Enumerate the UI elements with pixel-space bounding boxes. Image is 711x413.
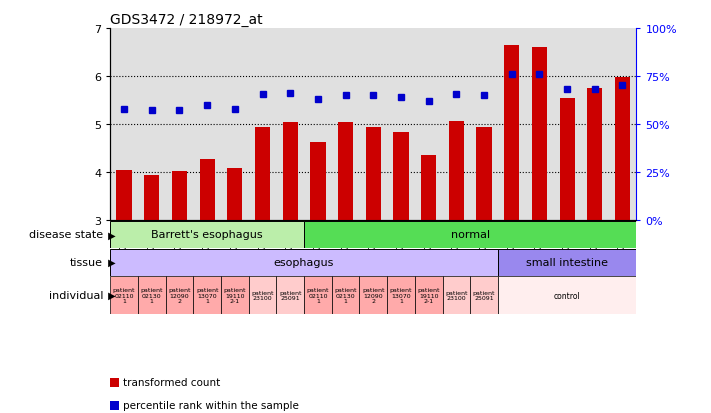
Text: patient
19110
2-1: patient 19110 2-1 (223, 287, 246, 303)
Text: patient
12090
2: patient 12090 2 (362, 287, 385, 303)
Bar (587, 89, 602, 221)
Bar (110, 221, 304, 248)
Bar (442, 277, 470, 314)
Text: esophagus: esophagus (274, 257, 334, 268)
Bar (166, 277, 193, 314)
Bar (221, 277, 249, 314)
Bar (365, 128, 381, 221)
Text: tissue: tissue (70, 257, 103, 268)
Bar (560, 98, 574, 221)
Bar (615, 78, 630, 221)
Bar (421, 156, 437, 221)
Bar (282, 122, 298, 221)
Bar (415, 277, 442, 314)
Text: patient
19110
2-1: patient 19110 2-1 (417, 287, 440, 303)
Text: small intestine: small intestine (526, 257, 608, 268)
Bar (138, 277, 166, 314)
Text: patient
13070
1: patient 13070 1 (196, 287, 218, 303)
Bar (332, 277, 360, 314)
Text: ▶: ▶ (105, 290, 115, 300)
Text: patient
02110
1: patient 02110 1 (113, 287, 135, 303)
Bar (498, 277, 636, 314)
Text: patient
12090
2: patient 12090 2 (169, 287, 191, 303)
Text: patient
25091: patient 25091 (473, 290, 496, 301)
Bar (249, 277, 277, 314)
Text: disease state: disease state (29, 230, 103, 240)
Text: patient
02130
1: patient 02130 1 (334, 287, 357, 303)
Bar (532, 48, 547, 221)
Bar (360, 277, 387, 314)
Text: ▶: ▶ (105, 230, 115, 240)
Bar (110, 277, 138, 314)
Text: ▶: ▶ (105, 257, 115, 268)
Bar (193, 277, 221, 314)
Bar (387, 277, 415, 314)
Bar (277, 277, 304, 314)
Text: control: control (554, 291, 580, 300)
Bar (200, 159, 215, 221)
Bar (393, 133, 409, 221)
Text: normal: normal (451, 230, 490, 240)
Bar (110, 249, 498, 276)
Bar (172, 172, 187, 221)
Bar (255, 128, 270, 221)
Bar (304, 277, 332, 314)
Bar (310, 143, 326, 221)
Text: transformed count: transformed count (123, 377, 220, 387)
Text: patient
23100: patient 23100 (445, 290, 468, 301)
Bar (304, 221, 636, 248)
Text: patient
23100: patient 23100 (251, 290, 274, 301)
Text: patient
13070
1: patient 13070 1 (390, 287, 412, 303)
Text: individual: individual (48, 290, 103, 300)
Text: Barrett's esophagus: Barrett's esophagus (151, 230, 263, 240)
Bar (228, 169, 242, 221)
Text: percentile rank within the sample: percentile rank within the sample (123, 400, 299, 410)
Bar (338, 122, 353, 221)
Bar (117, 170, 132, 221)
Bar (504, 46, 519, 221)
Bar (449, 121, 464, 221)
Bar (498, 249, 636, 276)
Bar (470, 277, 498, 314)
Bar (144, 176, 159, 221)
Text: patient
02130
1: patient 02130 1 (141, 287, 163, 303)
Text: patient
25091: patient 25091 (279, 290, 301, 301)
Text: GDS3472 / 218972_at: GDS3472 / 218972_at (110, 12, 263, 26)
Text: patient
02110
1: patient 02110 1 (306, 287, 329, 303)
Bar (476, 128, 492, 221)
